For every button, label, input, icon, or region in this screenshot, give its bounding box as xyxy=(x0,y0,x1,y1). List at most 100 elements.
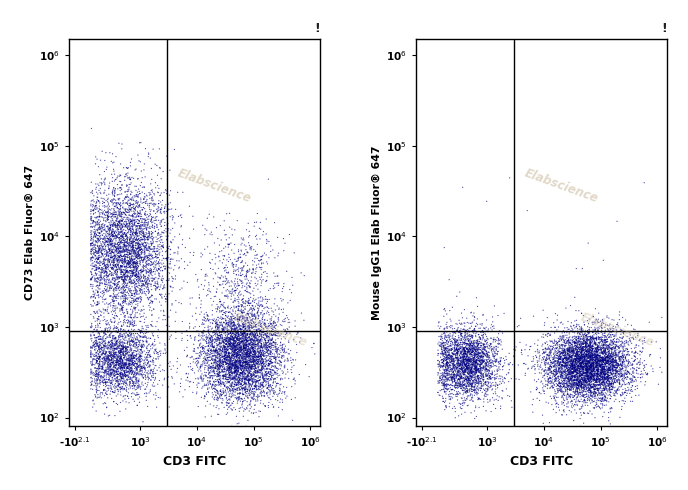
Point xyxy=(460,340,471,347)
Point xyxy=(103,352,114,360)
Point xyxy=(219,372,230,380)
Point xyxy=(228,336,239,344)
Point xyxy=(103,276,114,284)
Point xyxy=(145,353,156,361)
Point xyxy=(92,257,103,265)
Point xyxy=(459,380,470,388)
Point xyxy=(559,359,570,367)
Point xyxy=(103,320,114,328)
Point xyxy=(233,364,244,372)
Point xyxy=(244,362,255,370)
Point xyxy=(600,360,611,368)
Point xyxy=(125,340,136,348)
Point xyxy=(590,359,601,367)
Point xyxy=(563,362,574,369)
Point xyxy=(475,353,486,361)
Point xyxy=(140,217,151,224)
Point xyxy=(126,341,137,349)
Point xyxy=(539,367,550,375)
Point xyxy=(228,340,239,347)
Point xyxy=(244,309,255,317)
Point xyxy=(469,362,480,370)
Point xyxy=(126,364,137,371)
Point xyxy=(204,230,215,238)
Point xyxy=(605,353,616,361)
Point xyxy=(114,343,125,350)
Point xyxy=(166,331,177,339)
Point xyxy=(454,361,465,369)
Point xyxy=(111,351,122,359)
Point xyxy=(559,339,570,347)
Point xyxy=(129,254,140,262)
Point xyxy=(630,343,641,351)
Point xyxy=(576,373,587,381)
Point xyxy=(262,346,273,354)
Point xyxy=(227,344,238,352)
Point xyxy=(163,245,174,252)
Point xyxy=(129,372,140,380)
Point xyxy=(544,363,555,370)
Point xyxy=(105,356,116,364)
Point xyxy=(442,365,453,373)
Point xyxy=(627,387,638,395)
Point xyxy=(193,365,204,373)
Point xyxy=(225,364,236,371)
Point xyxy=(211,360,222,368)
Point xyxy=(243,364,254,371)
Point xyxy=(232,348,243,356)
Point xyxy=(577,358,588,366)
Point xyxy=(579,354,590,362)
Point xyxy=(154,291,165,298)
Point xyxy=(222,326,233,334)
Point xyxy=(116,239,127,246)
Point xyxy=(570,381,581,389)
Point xyxy=(579,378,590,386)
Point xyxy=(605,373,616,381)
Point xyxy=(105,277,116,285)
Point xyxy=(603,352,614,360)
Point xyxy=(262,307,273,315)
Point xyxy=(632,364,643,371)
Point xyxy=(124,207,135,215)
Point xyxy=(155,232,166,240)
Point xyxy=(196,308,207,316)
Point xyxy=(602,353,613,361)
Point xyxy=(459,332,470,340)
Point xyxy=(435,374,446,382)
Point xyxy=(108,354,119,362)
Point xyxy=(552,352,563,360)
Point xyxy=(446,382,457,390)
Point xyxy=(92,343,103,350)
Point xyxy=(568,381,579,389)
Point xyxy=(570,397,581,405)
Point xyxy=(217,347,228,355)
Point xyxy=(592,378,603,386)
Point xyxy=(605,360,616,368)
Point xyxy=(209,359,220,367)
Point xyxy=(283,357,294,365)
Point xyxy=(115,388,126,396)
Point xyxy=(228,264,239,271)
Point xyxy=(238,251,249,259)
Point xyxy=(267,341,278,349)
Point xyxy=(206,355,217,363)
Point xyxy=(627,334,638,342)
Point xyxy=(581,370,592,378)
Point xyxy=(244,340,255,348)
Point xyxy=(229,241,240,248)
Point xyxy=(237,378,248,386)
Point xyxy=(597,330,608,338)
Point xyxy=(595,383,606,391)
Point xyxy=(582,379,593,387)
Point xyxy=(119,334,130,342)
Point xyxy=(92,375,103,383)
Point xyxy=(442,347,453,355)
Point xyxy=(132,216,143,223)
Point xyxy=(217,332,228,340)
Point xyxy=(137,222,148,230)
Point xyxy=(134,294,145,301)
Point xyxy=(96,245,107,253)
Point xyxy=(125,350,136,358)
Point xyxy=(610,378,621,386)
Point xyxy=(240,346,251,354)
